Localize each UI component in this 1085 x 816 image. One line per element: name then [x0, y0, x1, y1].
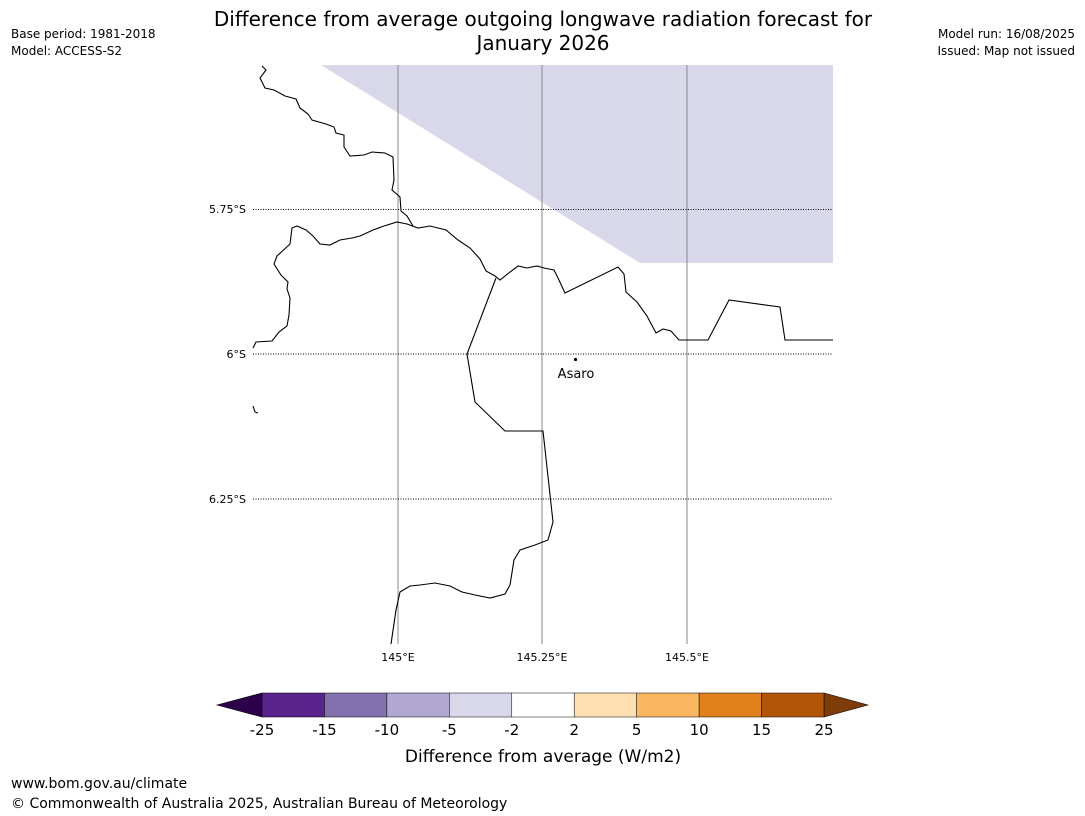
shaded-anomaly-region	[321, 65, 833, 263]
base-period-text: Base period: 1981-2018	[11, 27, 156, 41]
model-run-text: Model run: 16/08/2025	[937, 27, 1075, 41]
header-left: Base period: 1981-2018 Model: ACCESS-S2	[11, 26, 156, 60]
colorbar-segment	[573, 692, 637, 718]
lon-label-145-5: 145.5°E	[665, 651, 709, 664]
colorbar-tick-label: -25	[250, 721, 275, 739]
boundary-inland	[390, 277, 554, 645]
place-marker	[573, 357, 578, 362]
coastline-north	[259, 65, 414, 227]
lat-label-5-75: 5.75°S	[209, 203, 246, 216]
colorbar-extend-under	[215, 692, 263, 718]
lon-label-145-25: 145.25°E	[517, 651, 568, 664]
colorbar-tick-label: -2	[504, 721, 519, 739]
title-line-2: January 2026	[476, 31, 610, 55]
lat-label-6: 6°S	[227, 348, 246, 361]
colorbar-tick-label: 25	[814, 721, 833, 739]
island-fragment	[252, 405, 259, 414]
colorbar-tick-label: -15	[312, 721, 337, 739]
map-title: Difference from average outgoing longwav…	[150, 7, 936, 55]
colorbar-segment	[511, 692, 575, 718]
footer-url[interactable]: www.bom.gov.au/climate	[11, 776, 188, 792]
colorbar: -25 -15 -10 -5 -2 2 5 10 15 25	[215, 692, 870, 739]
colorbar-segment	[761, 692, 825, 718]
colorbar-tick-label: -5	[442, 721, 457, 739]
colorbar-segment	[449, 692, 513, 718]
title-line-1: Difference from average outgoing longwav…	[213, 7, 873, 31]
colorbar-extend-over	[823, 692, 870, 718]
colorbar-segment	[698, 692, 762, 718]
colorbar-tick-label: 2	[569, 721, 579, 739]
header-right: Model run: 16/08/2025 Issued: Map not is…	[937, 26, 1075, 60]
model-text: Model: ACCESS-S2	[11, 44, 123, 58]
colorbar-tick-label: -10	[375, 721, 400, 739]
colorbar-tick-label: 10	[690, 721, 709, 739]
issued-text: Issued: Map not issued	[937, 44, 1075, 58]
colorbar-segment	[261, 692, 325, 718]
coastline-central	[252, 221, 833, 349]
lon-label-145: 145°E	[381, 651, 414, 664]
place-label-asaro: Asaro	[558, 367, 595, 382]
footer: www.bom.gov.au/climate © Commonwealth of…	[11, 774, 507, 814]
colorbar-tick-label: 15	[752, 721, 771, 739]
colorbar-title: Difference from average (W/m2)	[405, 747, 681, 767]
colorbar-segment	[386, 692, 450, 718]
colorbar-segment	[636, 692, 700, 718]
colorbar-segment	[324, 692, 388, 718]
colorbar-tick-label: 5	[632, 721, 642, 739]
lat-label-6-25: 6.25°S	[209, 493, 246, 506]
footer-copyright: © Commonwealth of Australia 2025, Austra…	[11, 796, 508, 812]
